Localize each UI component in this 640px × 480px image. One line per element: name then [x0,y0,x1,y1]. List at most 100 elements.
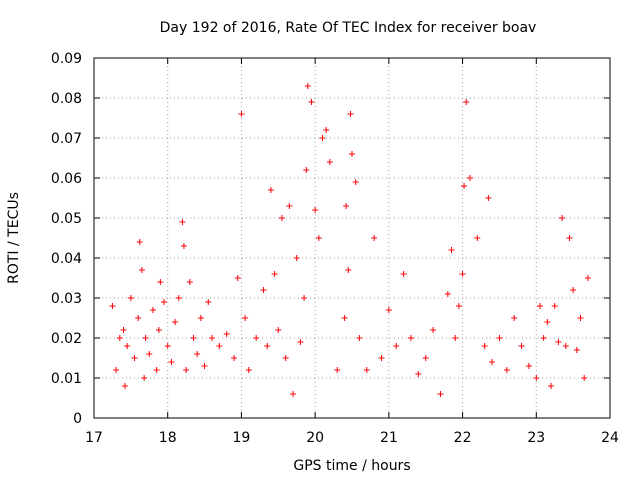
x-tick-label: 24 [601,430,619,446]
data-point [581,375,588,381]
data-point [334,367,341,373]
data-point [315,235,322,241]
data-point [282,355,289,361]
data-point [544,319,551,325]
data-point [208,335,215,341]
y-axis-title: ROTI / TECUs [6,192,22,284]
data-point [131,355,138,361]
data-point [312,207,319,213]
data-point [116,335,123,341]
data-point [180,243,187,249]
data-point [175,295,182,301]
data-point [157,279,164,285]
data-point [216,343,223,349]
data-point [142,335,149,341]
data-point [352,179,359,185]
data-point [385,307,392,313]
data-point [485,195,492,201]
data-point [555,339,562,345]
y-tick-label: 0.06 [51,171,82,187]
data-point [371,235,378,241]
y-tick-label: 0.09 [51,51,82,67]
data-point [511,315,518,321]
data-point [347,111,354,117]
data-point [121,383,128,389]
data-point [186,279,193,285]
data-point [577,315,584,321]
data-point [234,275,241,281]
y-tick-label: 0.08 [51,91,82,107]
data-point [463,99,470,105]
x-tick-label: 23 [527,430,545,446]
y-tick-label: 0.04 [51,251,82,267]
data-point [164,343,171,349]
data-point [466,175,473,181]
data-point [437,391,444,397]
data-point [400,271,407,277]
data-point [190,335,197,341]
data-point [138,267,145,273]
data-point [562,343,569,349]
y-tick-label: 0.05 [51,211,82,227]
data-point [455,303,462,309]
y-tick-label: 0.01 [51,371,82,387]
data-point [238,111,245,117]
data-point [430,327,437,333]
data-point [496,335,503,341]
data-point [155,327,162,333]
data-point [503,367,510,373]
data-point [245,367,252,373]
data-point [161,299,168,305]
data-point [253,335,260,341]
data-point [278,215,285,221]
data-point [548,383,555,389]
x-tick-label: 18 [159,430,177,446]
data-point [127,295,134,301]
y-tick-label: 0.03 [51,291,82,307]
y-tick-label: 0 [73,411,82,427]
data-point [120,327,127,333]
data-point [518,343,525,349]
data-point [461,183,468,189]
y-tick-label: 0.02 [51,331,82,347]
data-point [297,339,304,345]
data-point [146,351,153,357]
data-point [275,327,282,333]
data-point [172,319,179,325]
data-point [343,203,350,209]
data-point [201,363,208,369]
x-tick-label: 20 [306,430,324,446]
x-axis-title: GPS time / hours [293,458,410,474]
data-point [551,303,558,309]
data-point [570,287,577,293]
data-point [223,331,230,337]
data-point [536,303,543,309]
data-points [109,83,591,397]
data-point [267,187,274,193]
data-point [168,359,175,365]
data-point [363,367,370,373]
data-point [136,239,143,245]
data-point [286,203,293,209]
data-point [444,291,451,297]
data-point [109,303,116,309]
data-point [264,343,271,349]
data-point [231,355,238,361]
x-tick-label: 22 [454,430,472,446]
y-tick-label: 0.07 [51,131,82,147]
data-point [242,315,249,321]
x-tick-label: 17 [85,430,103,446]
x-tick-labels: 17 18 19 20 21 22 23 24 [85,430,619,446]
data-point [304,83,311,89]
data-point [183,367,190,373]
data-point [341,315,348,321]
y-tick-labels: 0 0.01 0.02 0.03 0.04 0.05 0.06 0.07 0.08 0.09 [51,51,82,427]
data-point [135,315,142,321]
data-point [319,135,326,141]
data-point [393,343,400,349]
data-point [113,367,120,373]
data-point [474,235,481,241]
data-point [415,371,422,377]
plot-frame [93,57,611,419]
